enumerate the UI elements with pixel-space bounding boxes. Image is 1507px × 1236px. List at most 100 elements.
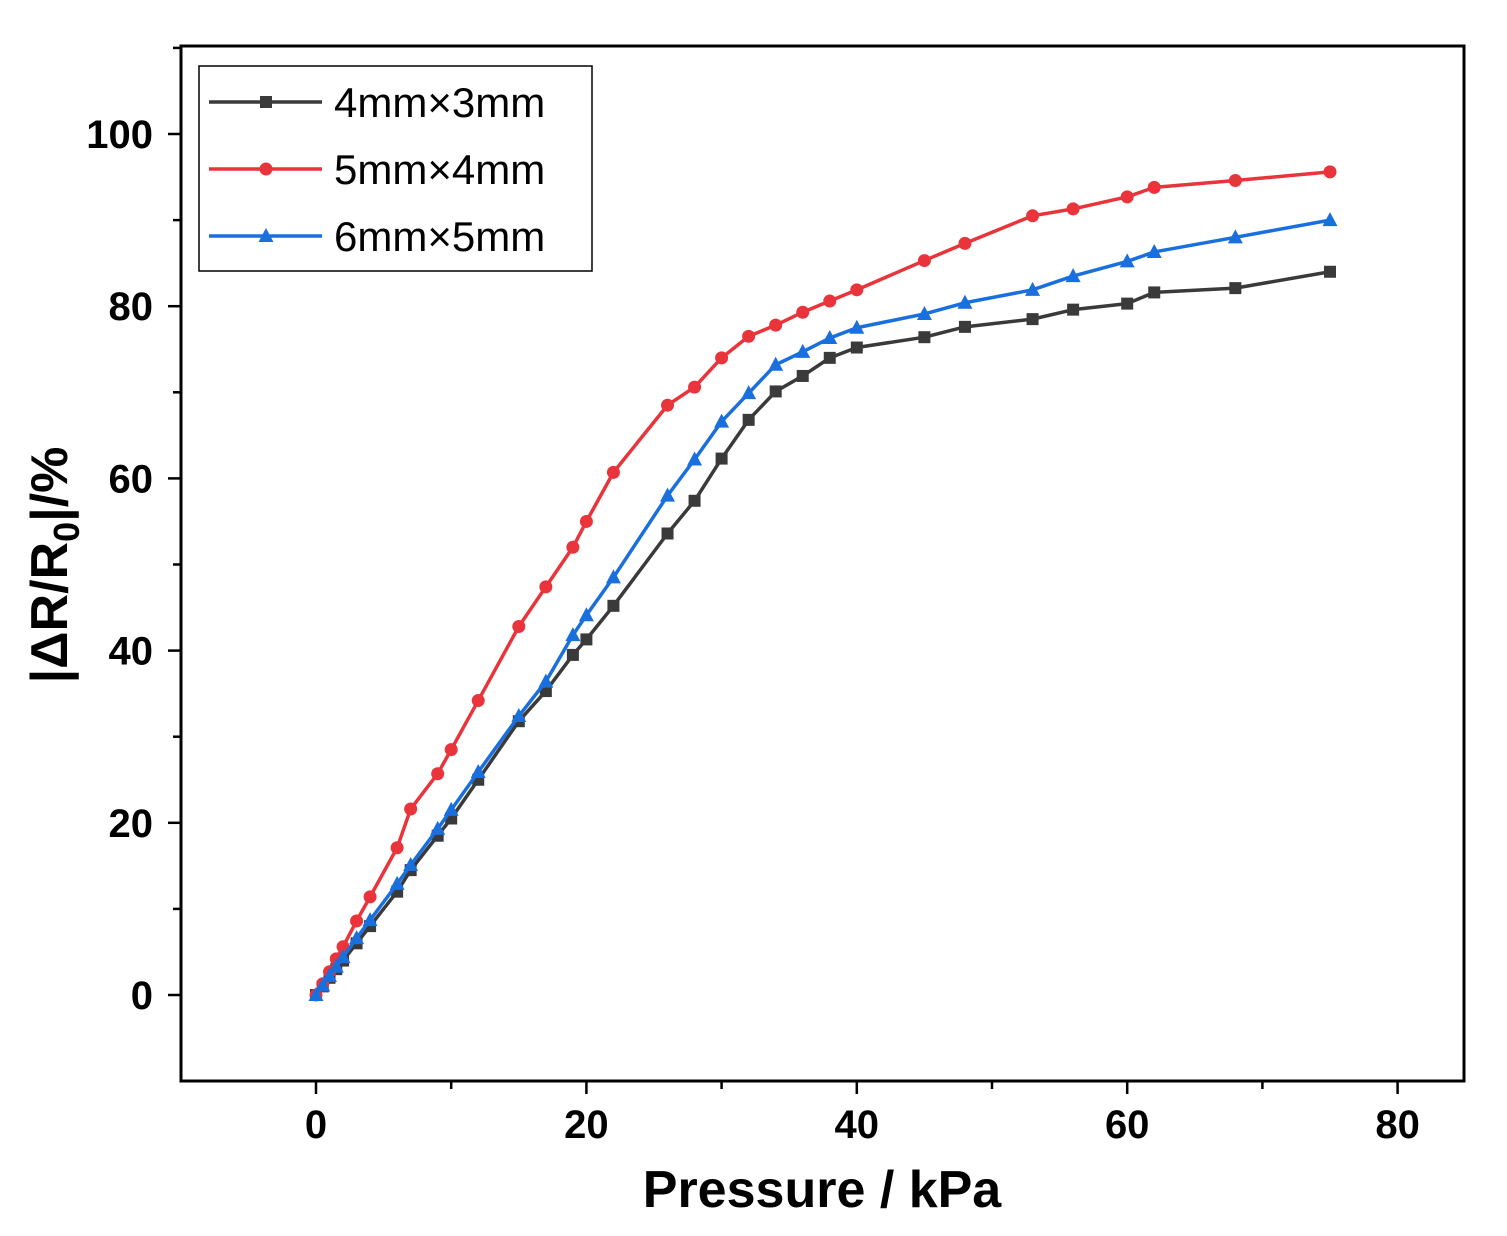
legend-label: 6mm×5mm <box>334 213 545 260</box>
data-point <box>741 385 757 400</box>
data-point <box>1147 180 1161 194</box>
data-point <box>822 330 838 345</box>
x-tick-label: 20 <box>564 1103 609 1147</box>
data-point <box>363 890 377 904</box>
data-point <box>538 673 554 688</box>
legend-label: 5mm×4mm <box>334 146 545 193</box>
data-point <box>849 319 865 334</box>
data-point <box>511 708 527 723</box>
data-point <box>308 987 324 1001</box>
data-point <box>1025 281 1041 296</box>
x-axis-title: Pressure / kPa <box>643 1161 1003 1219</box>
legend-marker <box>260 96 272 108</box>
data-point <box>823 294 837 308</box>
data-point <box>335 949 351 964</box>
series-layer <box>308 165 1338 1002</box>
data-point <box>769 318 783 332</box>
data-point <box>566 648 579 661</box>
data-point <box>403 856 419 871</box>
data-point <box>714 413 730 428</box>
data-point <box>390 841 404 855</box>
y-tick-label: 0 <box>131 974 153 1018</box>
data-point <box>362 912 378 927</box>
data-point <box>715 452 728 465</box>
data-point <box>606 465 620 479</box>
x-tick-label: 60 <box>1105 1103 1150 1147</box>
legend-marker <box>258 228 274 242</box>
data-point <box>1227 229 1243 244</box>
data-point <box>1067 303 1080 316</box>
data-point <box>1066 202 1080 216</box>
series-3 <box>308 212 1338 1001</box>
data-point <box>687 451 703 466</box>
data-point <box>349 930 365 945</box>
data-point <box>823 351 836 364</box>
data-point <box>742 329 756 343</box>
data-point <box>512 619 526 633</box>
data-point <box>578 607 594 622</box>
data-point <box>796 305 810 319</box>
data-point <box>566 540 580 554</box>
data-point <box>431 767 445 781</box>
data-point <box>688 380 702 394</box>
y-axis-title: |ΔR/R0|/% <box>21 447 87 684</box>
data-point <box>796 369 809 382</box>
data-point <box>1119 253 1135 268</box>
data-point <box>1146 243 1162 258</box>
data-point <box>742 413 755 426</box>
data-point <box>1026 313 1039 326</box>
data-point <box>1324 265 1336 278</box>
data-point <box>1323 165 1337 179</box>
data-point <box>1322 212 1338 227</box>
x-tick-label: 40 <box>835 1103 880 1147</box>
data-point <box>430 820 446 835</box>
data-point <box>315 977 331 992</box>
data-point <box>768 356 784 371</box>
y-axis-title-main: |ΔR/R <box>21 542 79 683</box>
data-point <box>958 236 972 250</box>
data-point <box>1121 297 1134 310</box>
data-point <box>580 633 593 646</box>
data-point <box>444 743 458 757</box>
data-point <box>1026 209 1040 223</box>
series-line <box>314 170 1331 996</box>
legend-marker <box>259 162 273 176</box>
y-tick-label: 20 <box>109 802 154 846</box>
series-line <box>314 270 1331 997</box>
data-point <box>404 802 418 816</box>
data-point <box>607 599 620 612</box>
data-point <box>350 914 364 928</box>
y-tick-label: 100 <box>86 113 153 157</box>
data-point <box>579 514 593 528</box>
data-point <box>918 331 931 344</box>
data-point <box>471 694 485 708</box>
data-point <box>715 351 729 365</box>
legend-entry: 4mm×3mm <box>209 79 545 126</box>
data-point <box>1065 268 1081 283</box>
data-point <box>389 875 405 890</box>
data-point <box>916 305 932 320</box>
data-point <box>958 320 971 333</box>
axis-ticks: 0 20 40 60 80 100 0 20 40 60 80 <box>86 46 1420 1147</box>
data-point <box>1228 173 1242 187</box>
data-point <box>539 580 553 594</box>
data-point <box>565 627 581 642</box>
legend-entries: 4mm×3mm 5mm×4mm 6mm×5mm <box>209 79 545 260</box>
data-point <box>769 385 782 398</box>
data-point <box>1148 286 1161 299</box>
y-axis-title-subscript: 0 <box>46 522 87 542</box>
data-point <box>328 958 344 973</box>
legend-entry: 5mm×4mm <box>209 146 545 193</box>
series-1 <box>310 265 1336 1001</box>
x-tick-label: 0 <box>305 1103 327 1147</box>
data-point <box>795 343 811 358</box>
data-point <box>661 398 675 412</box>
data-point <box>661 527 674 540</box>
data-point <box>322 968 338 983</box>
legend-label: 4mm×3mm <box>334 79 545 126</box>
data-point <box>850 341 863 354</box>
y-tick-label: 60 <box>109 457 154 501</box>
data-point <box>957 294 973 309</box>
data-point <box>443 801 459 816</box>
